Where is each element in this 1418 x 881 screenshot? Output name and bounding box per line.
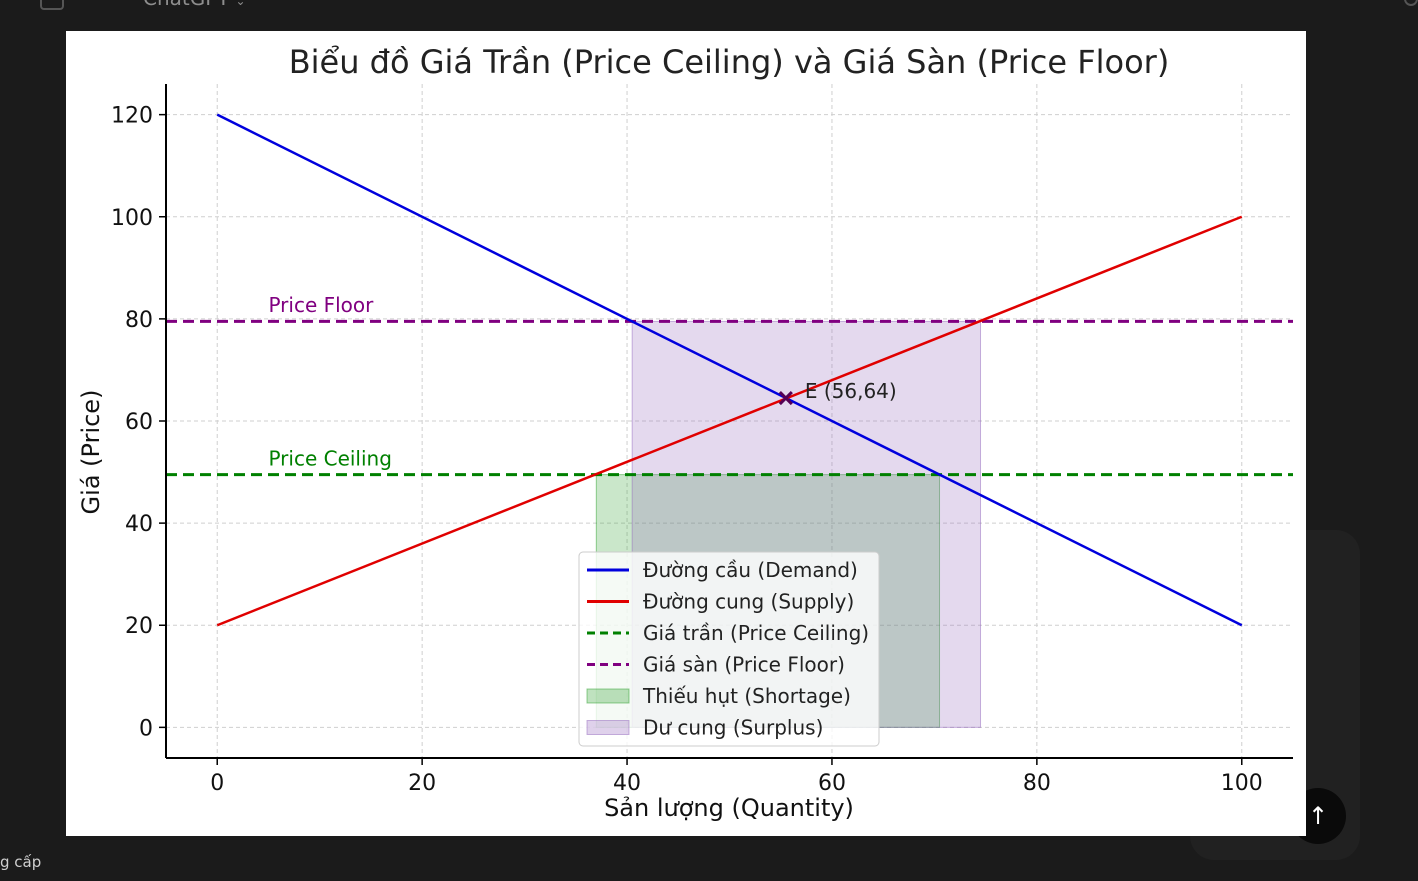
- chart-title: Biểu đồ Giá Trần (Price Ceiling) và Giá …: [289, 43, 1170, 81]
- y-tick-label: 100: [111, 206, 153, 231]
- account-icon[interactable]: [1404, 0, 1418, 6]
- legend-label: Giá trần (Price Ceiling): [643, 621, 869, 645]
- sidebar-toggle-icon[interactable]: [40, 0, 64, 10]
- chart-svg: Biểu đồ Giá Trần (Price Ceiling) và Giá …: [77, 43, 1293, 822]
- y-tick-label: 60: [125, 410, 153, 435]
- x-tick-label: 0: [210, 771, 224, 796]
- line-Đường cung (Supply): [216, 215, 1243, 627]
- legend-swatch: [586, 720, 630, 735]
- line-Đường cầu (Demand): [216, 113, 1243, 627]
- chart-image: Biểu đồ Giá Trần (Price Ceiling) và Giá …: [66, 31, 1306, 836]
- legend-label: Đường cầu (Demand): [643, 558, 858, 582]
- annotation-label: Price Ceiling: [268, 446, 391, 470]
- tick-labels: 0 20 40 60 80 100 0 20 40 60 80 100 120: [111, 104, 1263, 796]
- top-bar: ChatGPT ⌄: [0, 0, 1418, 14]
- chevron-down-icon: ⌄: [235, 0, 246, 8]
- price-lines: [166, 319, 1293, 477]
- x-tick-label: 40: [613, 771, 641, 796]
- legend-label: Dư cung (Surplus): [643, 716, 823, 740]
- x-tick-label: 20: [408, 771, 436, 796]
- legend-label: Thiếu hụt (Shortage): [642, 684, 851, 708]
- legend-swatch: [586, 688, 630, 704]
- x-tick-label: 100: [1221, 771, 1263, 796]
- equilibrium-point: E (56,64): [778, 379, 897, 406]
- equilibrium-label: E (56,64): [805, 379, 897, 403]
- app-title: ChatGPT: [143, 0, 230, 10]
- x-tick-label: 80: [1023, 771, 1051, 796]
- model-selector[interactable]: ChatGPT ⌄: [143, 0, 246, 10]
- y-tick-label: 40: [125, 512, 153, 537]
- curves-layer: [216, 113, 1243, 627]
- legend: Đường cầu (Demand) Đường cung (Supply) Giá…: [578, 551, 880, 747]
- y-tick-label: 80: [125, 308, 153, 333]
- y-axis-label: Giá (Price): [77, 390, 105, 515]
- x-tick-label: 60: [818, 771, 846, 796]
- annotations: Price Floor Price Ceiling: [268, 293, 391, 470]
- legend-label: Đường cung (Supply): [643, 590, 854, 614]
- y-tick-label: 120: [111, 104, 153, 129]
- equilibrium-marker: [778, 390, 793, 406]
- legend-box: [578, 551, 880, 747]
- legend-label: Giá sàn (Price Floor): [643, 653, 845, 677]
- arrow-up-icon: ↑: [1307, 802, 1329, 830]
- y-tick-label: 0: [139, 716, 153, 741]
- sidebar-upgrade-text[interactable]: g cấp: [0, 853, 42, 871]
- x-axis-label: Sản lượng (Quantity): [604, 794, 854, 822]
- y-tick-label: 20: [125, 614, 153, 639]
- annotation-label: Price Floor: [268, 293, 374, 317]
